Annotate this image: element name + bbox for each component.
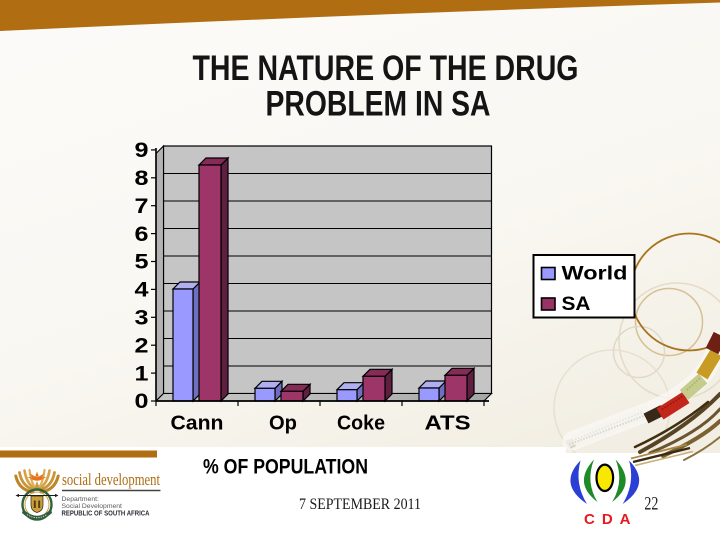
svg-text:2: 2 [135,334,149,357]
svg-text:social development: social development [62,470,160,489]
svg-text:7 SEPTEMBER 2011: 7 SEPTEMBER 2011 [299,496,421,513]
svg-text:3: 3 [135,307,149,330]
svg-text:9: 9 [135,139,149,162]
svg-text:22: 22 [644,493,658,514]
svg-text:Op: Op [269,413,297,435]
svg-text:0: 0 [135,390,149,413]
svg-text:Department:: Department: [62,496,100,503]
svg-text:World: World [562,264,628,285]
svg-text:ATS: ATS [425,413,471,435]
svg-text:4: 4 [135,279,149,302]
svg-text:Social Development: Social Development [62,503,123,510]
svg-text:8: 8 [135,167,149,190]
svg-text:PROBLEM IN SA: PROBLEM IN SA [266,84,491,124]
svg-text:1: 1 [135,362,149,385]
svg-text:Cann: Cann [171,413,224,435]
svg-text:SA: SA [562,294,591,315]
svg-text:5: 5 [135,251,149,274]
svg-text:REPUBLIC OF SOUTH AFRICA: REPUBLIC OF SOUTH AFRICA [62,509,150,518]
svg-text:7: 7 [135,195,149,218]
svg-text:CDA: CDA [584,511,638,528]
svg-text:% OF POPULATION: % OF POPULATION [203,456,368,479]
svg-text:6: 6 [135,223,149,246]
svg-text:Coke: Coke [337,413,385,435]
svg-text:THE NATURE OF THE DRUG: THE NATURE OF THE DRUG [193,48,579,88]
